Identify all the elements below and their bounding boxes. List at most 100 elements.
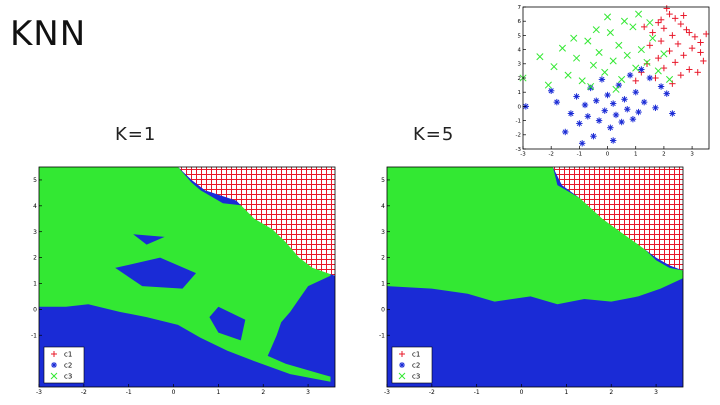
- k1-legend-marker-c3: [50, 372, 58, 380]
- scatter-point-c1: [691, 33, 699, 41]
- scatter-point-c3: [660, 50, 668, 58]
- scatter-point-c1: [697, 39, 704, 46]
- scatter-point-c3: [584, 37, 592, 45]
- scatter-point-c2: [587, 84, 594, 92]
- k1-xtick-label: -1: [126, 389, 132, 396]
- scatter-point-c2: [609, 100, 617, 107]
- k1-xtick-label: 1: [216, 389, 220, 396]
- k1-region-c1: [290, 195, 313, 211]
- scatter-point-c2: [646, 74, 654, 82]
- scatter-xtick-label: -2: [548, 152, 553, 158]
- k5-ytick-label: -1: [379, 332, 385, 339]
- scatter-point-c1: [660, 25, 668, 32]
- scatter-point-c2: [652, 104, 659, 112]
- scatter-point-c3: [609, 57, 617, 65]
- scatter-xtick-label: 1: [634, 152, 638, 158]
- k5-xtick-label: 0: [520, 389, 524, 396]
- scatter-point-c3: [665, 75, 674, 83]
- scatter-point-c2: [624, 106, 631, 113]
- k1-title: K=1: [115, 124, 157, 145]
- scatter-point-c3: [578, 77, 586, 85]
- scatter-point-c1: [655, 19, 662, 26]
- scatter-point-c1: [680, 12, 687, 19]
- scatter-point-c1: [632, 77, 639, 85]
- scatter-point-c2: [609, 137, 617, 144]
- scatter-point-c1: [680, 52, 687, 59]
- k5-legend-marker-c1: [399, 351, 405, 357]
- scatter-point-c3: [620, 17, 629, 25]
- scatter-point-c1: [700, 57, 707, 65]
- scatter-point-c1: [683, 26, 690, 33]
- scatter-point-c1: [686, 66, 693, 73]
- scatter-point-c1: [677, 20, 685, 28]
- k1-legend-label-c1: c1: [64, 351, 72, 359]
- scatter-point-c1: [666, 10, 673, 18]
- scatter-point-c2: [593, 97, 600, 104]
- scatter-point-c1: [669, 80, 676, 87]
- scatter-point-c1: [694, 69, 701, 76]
- scatter-point-c2: [663, 90, 670, 97]
- scatter-point-c1: [657, 37, 665, 45]
- scatter-point-c1: [686, 29, 693, 36]
- k5-ytick-label: 2: [381, 255, 385, 262]
- decision-boundary-k1: -3 -2 -1 0 1 2 3 -1 0 1 2 3 4 5 c1 c2 c3: [31, 166, 336, 396]
- k1-region-c1: [178, 167, 335, 276]
- k1-ytick-label: -1: [31, 332, 37, 339]
- scatter-point-c2: [601, 107, 608, 114]
- k5-xtick-label: 1: [564, 389, 568, 396]
- k5-region-c3: [387, 167, 683, 305]
- scatter-point-c3: [615, 41, 623, 49]
- scatter-point-c3: [550, 63, 558, 71]
- scatter-point-c3: [623, 51, 631, 59]
- scatter-point-c3: [592, 26, 600, 34]
- scatter-point-c3: [536, 53, 544, 61]
- k5-title: K=5: [413, 124, 455, 145]
- scatter-point-c2: [626, 71, 634, 79]
- k1-legend-marker-c2: [51, 362, 57, 368]
- scatter-point-c3: [572, 54, 581, 62]
- k5-legend-label-c1: c1: [412, 351, 420, 359]
- k5-xtick-label: -3: [384, 389, 390, 396]
- k1-legend-marker-c1: [51, 351, 57, 357]
- scatter-point-c2: [547, 87, 555, 94]
- scatter-point-c3: [646, 19, 654, 27]
- k1-xtick-label: -3: [36, 389, 42, 396]
- k5-ytick-label: 1: [381, 281, 385, 288]
- scatter-point-c2: [612, 111, 620, 119]
- k1-xtick-label: 2: [261, 389, 265, 396]
- scatter-point-c1: [643, 60, 651, 67]
- k5-axes-frame: [386, 166, 684, 388]
- k5-legend-label-c3: c3: [412, 373, 420, 381]
- scatter-point-c2: [632, 89, 639, 96]
- scatter-point-c2: [635, 108, 642, 116]
- scatter-point-c2: [629, 115, 637, 123]
- scatter-ytick-label: 1: [518, 90, 522, 96]
- k5-ytick-label: 5: [381, 177, 385, 184]
- scatter-ytick-label: 7: [518, 5, 522, 11]
- scatter-point-c1: [688, 44, 696, 52]
- scatter-point-c3: [649, 34, 657, 42]
- scatter-ytick-label: 0: [518, 104, 522, 110]
- scatter-point-c1: [649, 29, 656, 36]
- scatter-point-c2: [578, 140, 586, 147]
- k5-legend-label-c2: c2: [412, 362, 420, 370]
- scatter-ytick-label: 3: [518, 62, 522, 68]
- k1-legend-label-c3: c3: [64, 373, 72, 381]
- training-scatter-plot: -3 -2 -1 0 1 2 3 -3 -2 -1 0 1 2 3 4 5 6 7: [516, 5, 710, 158]
- scatter-point-c3: [643, 58, 651, 66]
- k1-ytick-label: 5: [33, 177, 37, 184]
- scatter-point-c2: [573, 93, 580, 100]
- scatter-ytick-label: -3: [516, 147, 522, 153]
- scatter-point-c2: [640, 98, 648, 106]
- scatter-ytick-label: -1: [516, 119, 521, 125]
- scatter-point-c3: [606, 29, 614, 37]
- scatter-point-c3: [558, 44, 567, 52]
- scatter-ytick-label: 2: [518, 76, 522, 82]
- k1-ytick-label: 1: [33, 281, 37, 288]
- scatter-point-c2: [638, 66, 645, 73]
- scatter-ytick-label: 4: [518, 48, 522, 54]
- scatter-point-c2: [581, 101, 589, 109]
- scatter-point-c3: [618, 75, 626, 83]
- scatter-point-c3: [603, 13, 612, 21]
- k1-ytick-label: 2: [33, 255, 37, 262]
